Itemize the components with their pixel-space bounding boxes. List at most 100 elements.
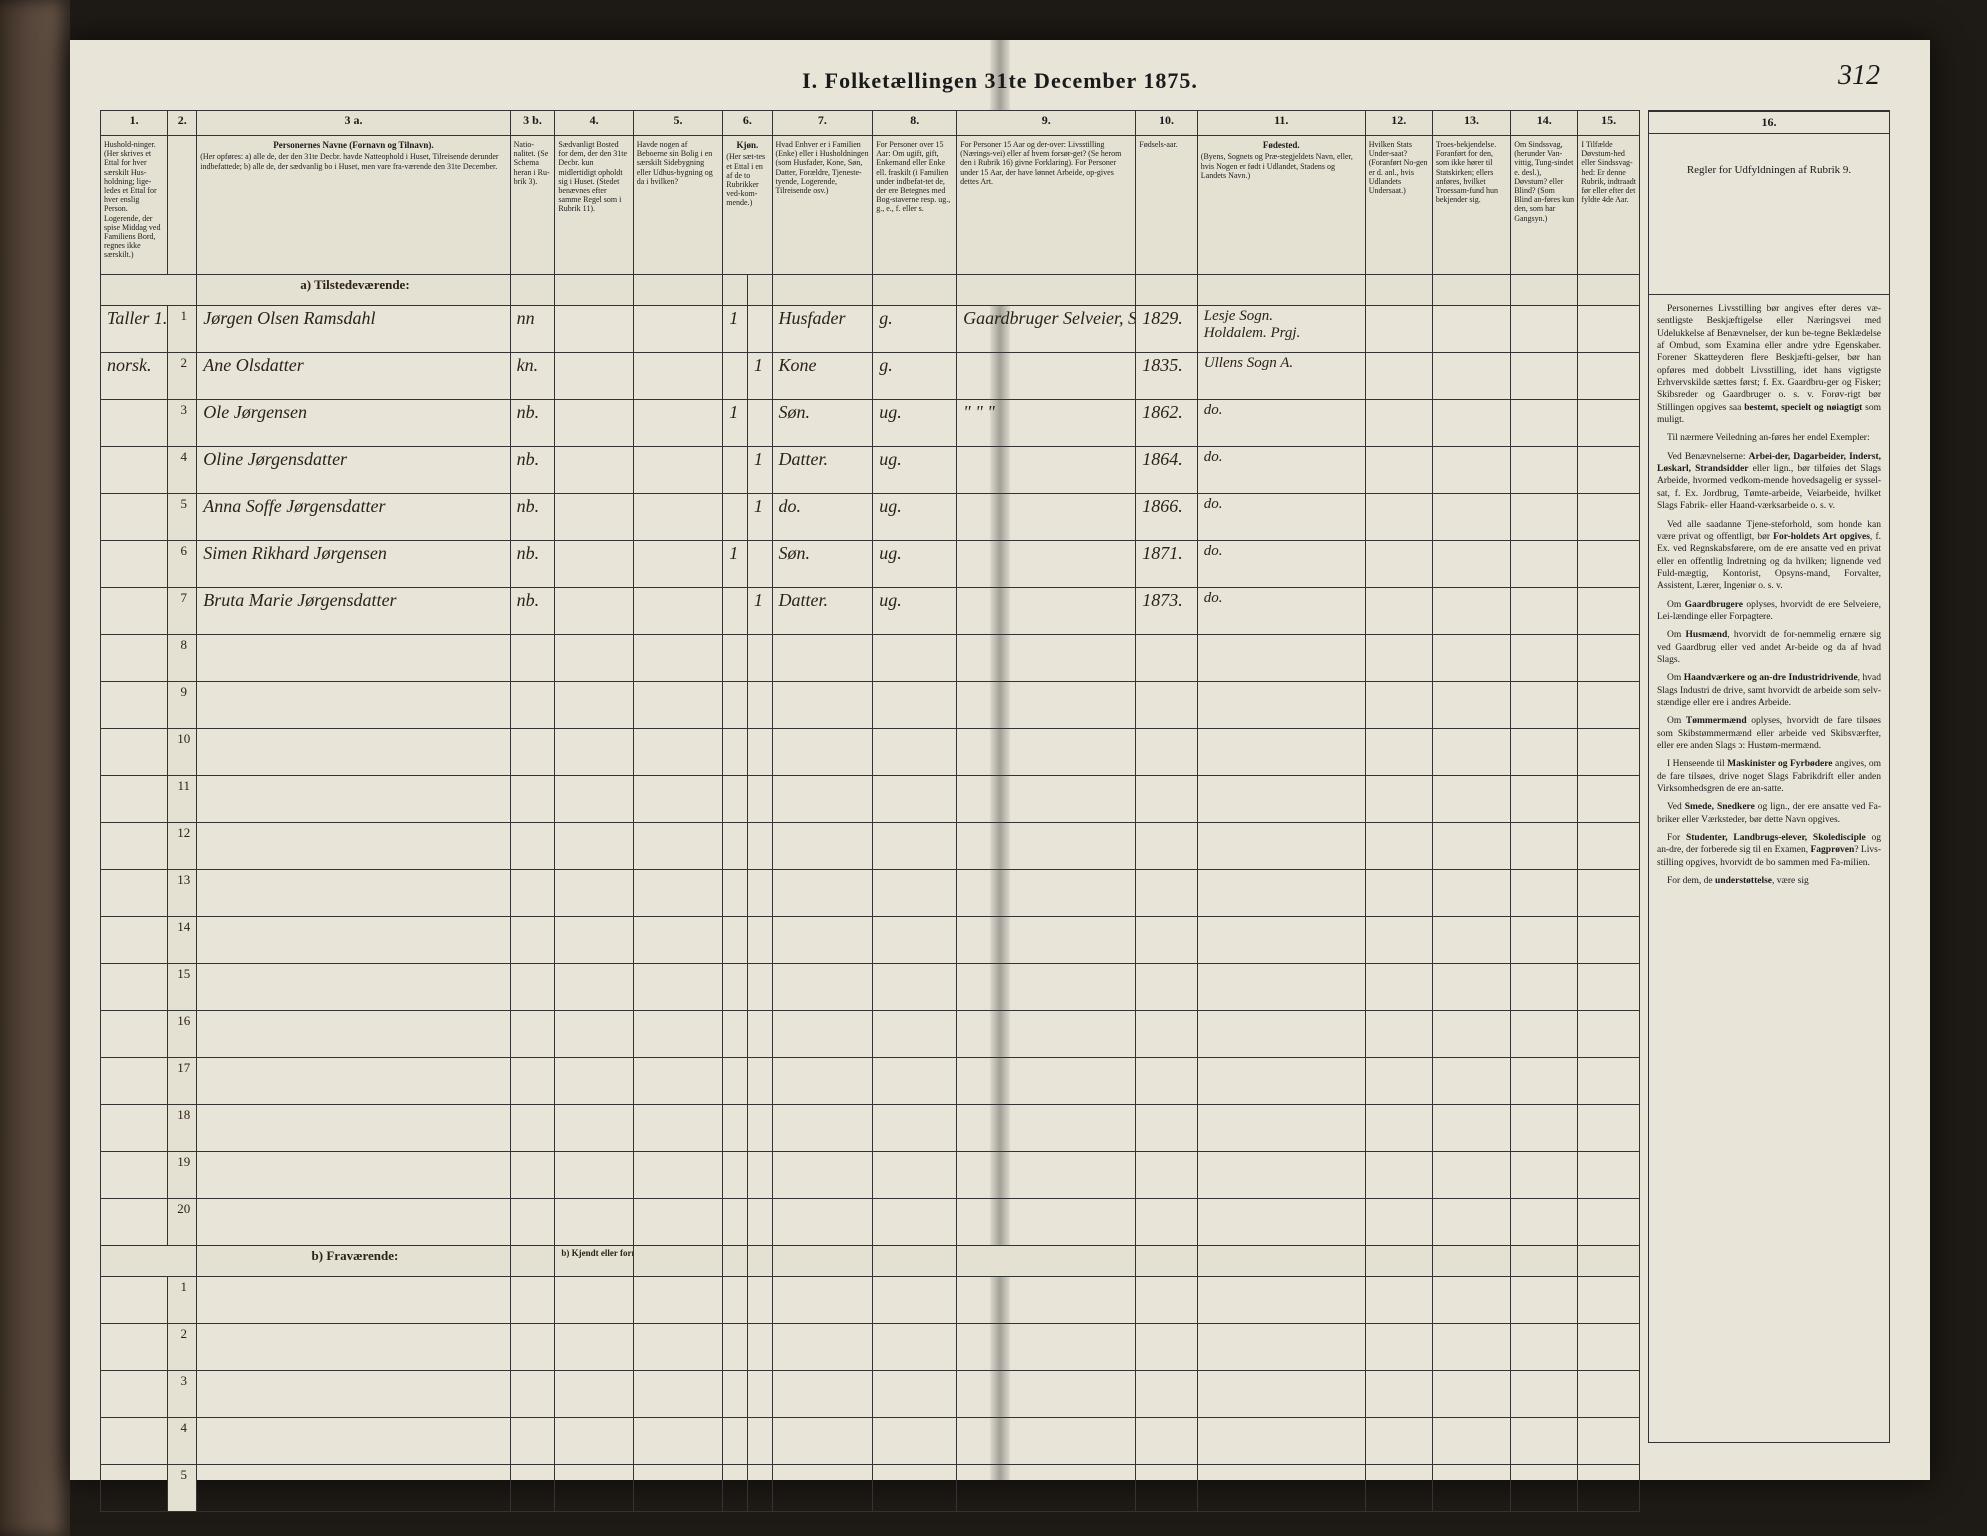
table-cell [101, 1152, 168, 1199]
table-row: 11 [101, 776, 1640, 823]
table-cell [1578, 400, 1640, 447]
table-cell [1432, 1058, 1510, 1105]
table-cell [197, 1105, 510, 1152]
head-disability: Om Sindssvag, (herunder Van-vittig, Tung… [1511, 136, 1578, 275]
table-cell: 1862. [1136, 400, 1198, 447]
census-body: a) Tilstedeværende:Taller 1.1Jørgen Olse… [101, 275, 1640, 1512]
table-cell [1365, 776, 1432, 823]
table-cell [1197, 729, 1365, 776]
table-cell [747, 729, 772, 776]
head-birthplace-title: Fødested. [1201, 140, 1362, 150]
table-cell [1365, 917, 1432, 964]
table-cell [197, 682, 510, 729]
table-cell [1511, 1324, 1578, 1371]
head-occupation: For Personer 15 Aar og der-over: Livssti… [957, 136, 1136, 275]
table-cell [1365, 1371, 1432, 1418]
table-row: 17 [101, 1058, 1640, 1105]
head-nationality: Natio-nalitet. (Se Schema heran i Ru-bri… [510, 136, 555, 275]
table-cell: norsk. [101, 353, 168, 400]
table-cell [723, 776, 748, 823]
table-cell [747, 1105, 772, 1152]
table-cell [1511, 1418, 1578, 1465]
table-cell [957, 1011, 1136, 1058]
table-cell [957, 447, 1136, 494]
table-cell [197, 635, 510, 682]
table-cell [747, 1011, 772, 1058]
table-cell [1578, 306, 1640, 353]
table-cell [1511, 682, 1578, 729]
colnum-2: 2. [168, 111, 197, 136]
table-cell [1511, 541, 1578, 588]
table-cell [1136, 1152, 1198, 1199]
table-cell [633, 1199, 723, 1246]
table-cell [1511, 400, 1578, 447]
table-cell [1578, 1371, 1640, 1418]
table-cell [1578, 682, 1640, 729]
table-cell [101, 729, 168, 776]
table-cell: ug. [873, 541, 957, 588]
table-cell [633, 1058, 723, 1105]
table-cell: 6 [168, 541, 197, 588]
table-cell [1578, 353, 1640, 400]
table-cell [101, 400, 168, 447]
table-cell [555, 353, 633, 400]
table-cell: ug. [873, 447, 957, 494]
table-cell [1511, 870, 1578, 917]
table-cell [510, 1371, 555, 1418]
table-cell [101, 588, 168, 635]
table-cell [555, 1465, 633, 1512]
table-cell: nn [510, 306, 555, 353]
table-cell [510, 1105, 555, 1152]
table-cell [197, 964, 510, 1011]
table-cell [723, 1105, 748, 1152]
table-cell [1432, 682, 1510, 729]
table-cell [555, 400, 633, 447]
table-cell [747, 917, 772, 964]
table-cell [873, 1105, 957, 1152]
table-cell [1197, 776, 1365, 823]
table-cell [1432, 1371, 1510, 1418]
table-cell [747, 635, 772, 682]
table-cell [1197, 1465, 1365, 1512]
table-cell [723, 447, 748, 494]
table-cell: 3 [168, 400, 197, 447]
table-cell [1511, 729, 1578, 776]
head-outbuilding: Havde nogen af Beboerne sin Bolig i en s… [633, 136, 723, 275]
table-row: 5 [101, 1465, 1640, 1512]
table-cell [1432, 1324, 1510, 1371]
table-cell [510, 1277, 555, 1324]
head-faith: Troes-bekjendelse. Foranført for den, so… [1432, 136, 1510, 275]
table-cell [1432, 1277, 1510, 1324]
head-usual-residence: Sædvanligt Bosted for dem, der den 31te … [555, 136, 633, 275]
page-number: 312 [1838, 60, 1880, 92]
table-cell [772, 1465, 873, 1512]
head-names-title: Personernes Navne (Fornavn og Tilnavn). [200, 140, 506, 150]
table-cell [1511, 447, 1578, 494]
table-cell [957, 588, 1136, 635]
table-cell [723, 1324, 748, 1371]
table-cell: Ullens Sogn A. [1197, 353, 1365, 400]
table-cell [873, 964, 957, 1011]
table-cell [957, 1199, 1136, 1246]
table-cell: 1873. [1136, 588, 1198, 635]
table-cell [1432, 1105, 1510, 1152]
table-cell [747, 1277, 772, 1324]
table-cell [1136, 1246, 1198, 1277]
table-cell [723, 1152, 748, 1199]
rules-col-title: Regler for Udfyldningen af Rubrik 9. [1649, 134, 1889, 295]
table-cell: ug. [873, 588, 957, 635]
table-cell [633, 917, 723, 964]
table-cell: 1829. [1136, 306, 1198, 353]
table-row: 20 [101, 1199, 1640, 1246]
table-cell [1511, 1105, 1578, 1152]
table-cell [633, 870, 723, 917]
table-cell [1136, 275, 1198, 306]
table-cell [1136, 682, 1198, 729]
table-cell [1432, 776, 1510, 823]
table-cell [957, 1058, 1136, 1105]
table-cell: 1 [747, 588, 772, 635]
table-cell [555, 1199, 633, 1246]
table-cell [957, 1371, 1136, 1418]
table-cell [555, 588, 633, 635]
table-cell [873, 1246, 957, 1277]
